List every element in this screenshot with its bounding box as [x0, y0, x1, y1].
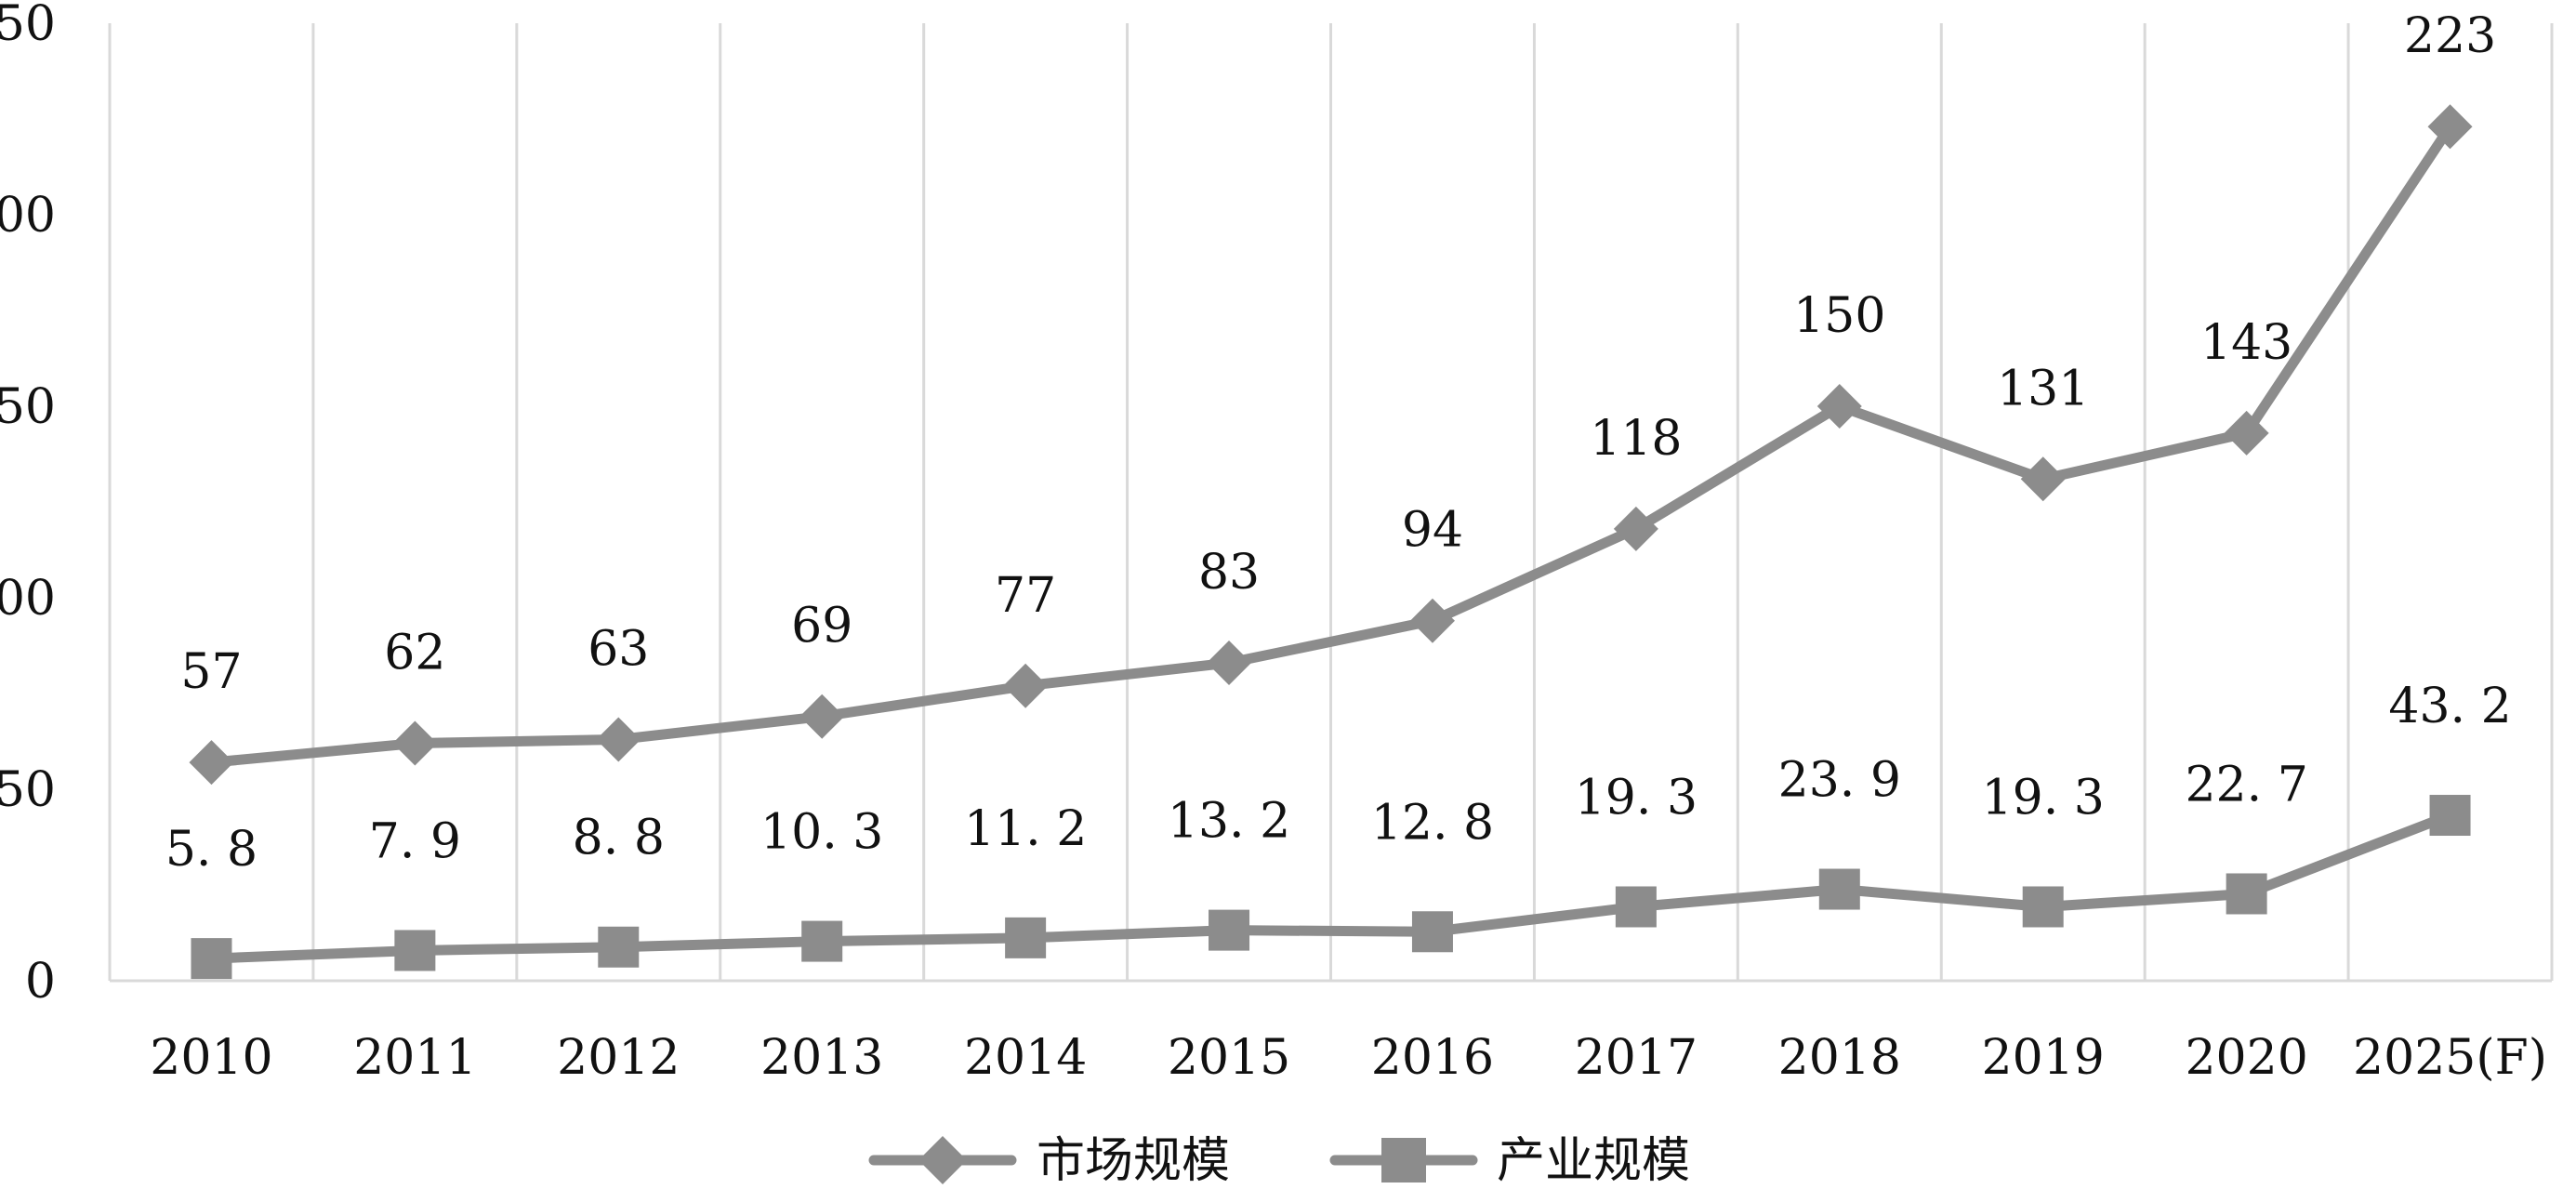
data-label: 7. 9: [369, 813, 461, 869]
x-tick-label: 2020: [2185, 1030, 2307, 1086]
diamond-marker: [189, 740, 234, 786]
square-marker: [801, 920, 843, 962]
diamond-marker: [1207, 641, 1252, 686]
diamond-marker: [1409, 598, 1455, 643]
square-marker: [1411, 911, 1453, 953]
legend-square-marker: [1381, 1138, 1426, 1182]
data-label: 143: [2200, 315, 2292, 371]
data-label: 94: [1402, 503, 1463, 559]
x-tick-label: 2015: [1168, 1030, 1290, 1086]
diamond-marker: [1816, 384, 1862, 429]
series-line-market-size: [205, 121, 2456, 768]
diamond-marker: [1003, 663, 1049, 708]
data-label: 77: [995, 568, 1056, 624]
data-label: 150: [1793, 288, 1885, 344]
y-tick-label: 50: [0, 762, 56, 818]
data-label: 13. 2: [1168, 794, 1290, 850]
series-lines: [189, 104, 2473, 980]
y-tick-label: 250: [0, 0, 56, 52]
data-label: 69: [791, 599, 852, 654]
square-marker: [191, 938, 232, 980]
data-label: 11. 2: [964, 801, 1087, 857]
series-line-industry-size: [205, 810, 2456, 964]
square-marker: [1209, 909, 1250, 951]
diamond-marker: [2020, 456, 2066, 502]
data-label: 83: [1198, 545, 1260, 601]
y-tick-label: 200: [0, 188, 56, 244]
diamond-marker: [1613, 506, 1658, 551]
diamond-marker: [799, 694, 845, 739]
x-tick-label: 2016: [1371, 1030, 1494, 1086]
x-tick-label: 2017: [1575, 1030, 1698, 1086]
square-marker: [598, 926, 640, 968]
axes: 0 50 100 150 200 250 2010 2011 2012 2013 2014 2015 2…: [0, 0, 2552, 1086]
diamond-marker: [2427, 104, 2473, 150]
y-tick-label: 150: [0, 379, 56, 435]
y-tick-label: 100: [0, 571, 56, 627]
gridlines: [311, 23, 2554, 981]
diamond-marker: [2224, 410, 2269, 456]
data-label: 22. 7: [2185, 757, 2307, 812]
x-tick-label: 2012: [557, 1030, 680, 1086]
square-marker: [2226, 873, 2267, 915]
square-marker: [1818, 868, 1860, 910]
data-labels: 57 62 63 69 77 83 94 118 150 131 143 223 5. 8 7. 9 8. …: [165, 8, 2512, 878]
legend-label: 产业规模: [1497, 1133, 1690, 1189]
square-marker: [394, 930, 436, 971]
x-tick-label: 2014: [964, 1030, 1087, 1086]
data-label: 19. 3: [1982, 770, 2105, 826]
square-marker: [1615, 886, 1657, 928]
x-tick-label: 2019: [1982, 1030, 2105, 1086]
data-label: 223: [2404, 8, 2496, 64]
data-label: 131: [1997, 361, 2089, 416]
y-tick-label: 0: [25, 954, 56, 1010]
diamond-marker: [392, 720, 438, 766]
data-label: 12. 8: [1371, 795, 1494, 851]
data-label: 19. 3: [1575, 770, 1698, 826]
diamond-marker: [596, 717, 641, 762]
data-label: 57: [180, 644, 242, 700]
data-label: 43. 2: [2388, 679, 2511, 734]
data-label: 10. 3: [760, 805, 883, 861]
data-label: 118: [1590, 411, 1682, 467]
x-tick-label: 2013: [760, 1030, 883, 1086]
square-marker: [2429, 795, 2471, 837]
square-marker: [1005, 917, 1047, 958]
square-marker: [2022, 886, 2064, 928]
data-label: 63: [588, 621, 649, 677]
legend: 市场规模 产业规模: [868, 1133, 1690, 1189]
data-label: 8. 8: [573, 811, 665, 866]
data-label: 23. 9: [1778, 753, 1901, 809]
x-tick-label: 2011: [353, 1030, 476, 1086]
legend-label: 市场规模: [1037, 1133, 1230, 1189]
legend-diamond-marker: [918, 1136, 967, 1184]
data-label: 62: [384, 626, 445, 681]
x-tick-label: 2018: [1778, 1030, 1901, 1086]
data-label: 5. 8: [165, 822, 258, 878]
x-tick-label: 2010: [150, 1030, 272, 1086]
x-tick-label: 2025(F): [2353, 1030, 2547, 1086]
